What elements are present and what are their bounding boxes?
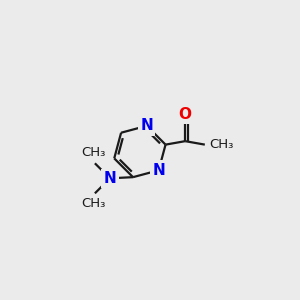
Text: N: N	[103, 171, 116, 186]
Text: CH₃: CH₃	[82, 197, 106, 211]
Text: CH₃: CH₃	[82, 146, 106, 159]
Text: N: N	[152, 163, 165, 178]
Text: O: O	[179, 107, 192, 122]
Text: CH₃: CH₃	[209, 138, 233, 151]
Text: N: N	[140, 118, 153, 133]
